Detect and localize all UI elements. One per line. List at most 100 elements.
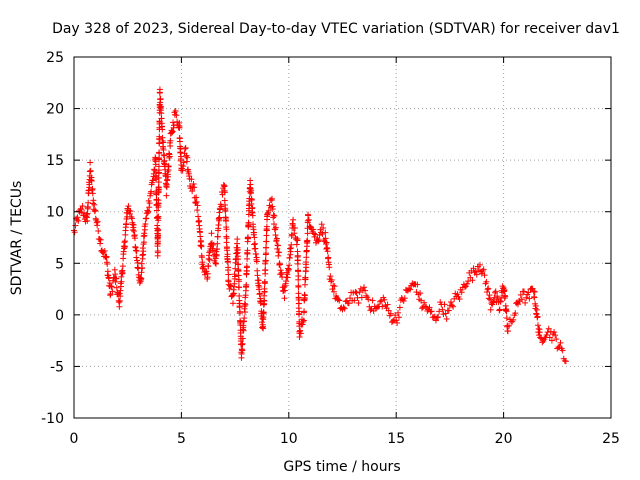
data-point	[87, 159, 94, 166]
data-point	[182, 144, 189, 151]
data-point	[197, 233, 204, 240]
data-point	[74, 214, 81, 221]
data-point	[319, 230, 326, 237]
data-point	[224, 247, 231, 254]
data-point	[301, 308, 308, 315]
data-point	[295, 283, 302, 290]
data-point	[161, 152, 168, 159]
data-point	[483, 278, 490, 285]
data-point	[304, 237, 311, 244]
data-point	[117, 287, 124, 294]
data-point	[140, 248, 147, 255]
data-point	[521, 288, 528, 295]
data-point	[439, 306, 446, 313]
data-point	[271, 212, 278, 219]
data-point	[148, 188, 155, 195]
data-point	[469, 277, 476, 284]
data-point	[214, 233, 221, 240]
data-point	[492, 288, 499, 295]
data-point	[189, 188, 196, 195]
data-point	[387, 310, 394, 317]
data-point	[156, 136, 163, 143]
data-point	[101, 247, 108, 254]
data-point	[142, 221, 149, 228]
data-point	[261, 288, 268, 295]
y-tick-label: 5	[55, 256, 64, 272]
y-tick-label: 0	[55, 308, 64, 324]
data-point	[108, 283, 115, 290]
data-point	[532, 302, 539, 309]
data-point	[242, 301, 249, 308]
data-point	[494, 293, 501, 300]
data-point	[133, 247, 140, 254]
data-point	[330, 282, 337, 289]
data-point	[302, 281, 309, 288]
data-point	[544, 329, 551, 336]
data-point	[97, 236, 104, 243]
data-point	[363, 292, 370, 299]
data-point	[239, 335, 246, 342]
data-point	[91, 201, 98, 208]
data-point	[262, 266, 269, 273]
data-point	[95, 227, 102, 234]
data-point	[113, 275, 120, 282]
data-point	[523, 294, 530, 301]
data-point	[118, 278, 125, 285]
data-point	[223, 217, 230, 224]
data-point	[240, 327, 247, 334]
data-point	[113, 284, 120, 291]
data-point	[472, 268, 479, 275]
data-point	[100, 249, 107, 256]
data-point	[84, 217, 91, 224]
y-tick-label: 25	[46, 50, 64, 66]
data-point	[296, 333, 303, 340]
data-point	[255, 277, 262, 284]
data-point	[121, 244, 128, 251]
data-point	[146, 200, 153, 207]
data-point	[291, 224, 298, 231]
data-point	[333, 294, 340, 301]
data-point	[177, 153, 184, 160]
data-point	[139, 265, 146, 272]
data-point	[522, 299, 529, 306]
data-point	[485, 295, 492, 302]
data-point	[315, 238, 322, 245]
data-point	[206, 256, 213, 263]
data-point	[303, 264, 310, 271]
data-point	[305, 216, 312, 223]
data-point	[335, 296, 342, 303]
data-point	[241, 315, 248, 322]
data-point	[485, 285, 492, 292]
data-point	[274, 242, 281, 249]
data-point	[141, 226, 148, 233]
data-point	[241, 300, 248, 307]
data-point	[543, 332, 550, 339]
data-point	[322, 235, 329, 242]
data-point	[256, 283, 263, 290]
data-point	[517, 291, 524, 298]
data-point	[163, 184, 170, 191]
data-point	[209, 247, 216, 254]
data-point	[458, 289, 465, 296]
data-point	[173, 112, 180, 119]
data-point	[302, 276, 309, 283]
data-point	[406, 285, 413, 292]
data-point	[260, 309, 267, 316]
data-point	[432, 317, 439, 324]
data-point	[379, 303, 386, 310]
data-point	[553, 336, 560, 343]
data-point	[236, 300, 243, 307]
data-point	[224, 258, 231, 265]
data-point	[127, 208, 134, 215]
data-point	[365, 296, 372, 303]
data-point	[307, 223, 314, 230]
data-point	[526, 295, 533, 302]
data-point	[443, 315, 450, 322]
data-point	[291, 230, 298, 237]
data-point	[299, 321, 306, 328]
data-point	[552, 332, 559, 339]
data-point	[286, 255, 293, 262]
data-point	[166, 153, 173, 160]
data-point	[194, 202, 201, 209]
data-point	[94, 218, 101, 225]
